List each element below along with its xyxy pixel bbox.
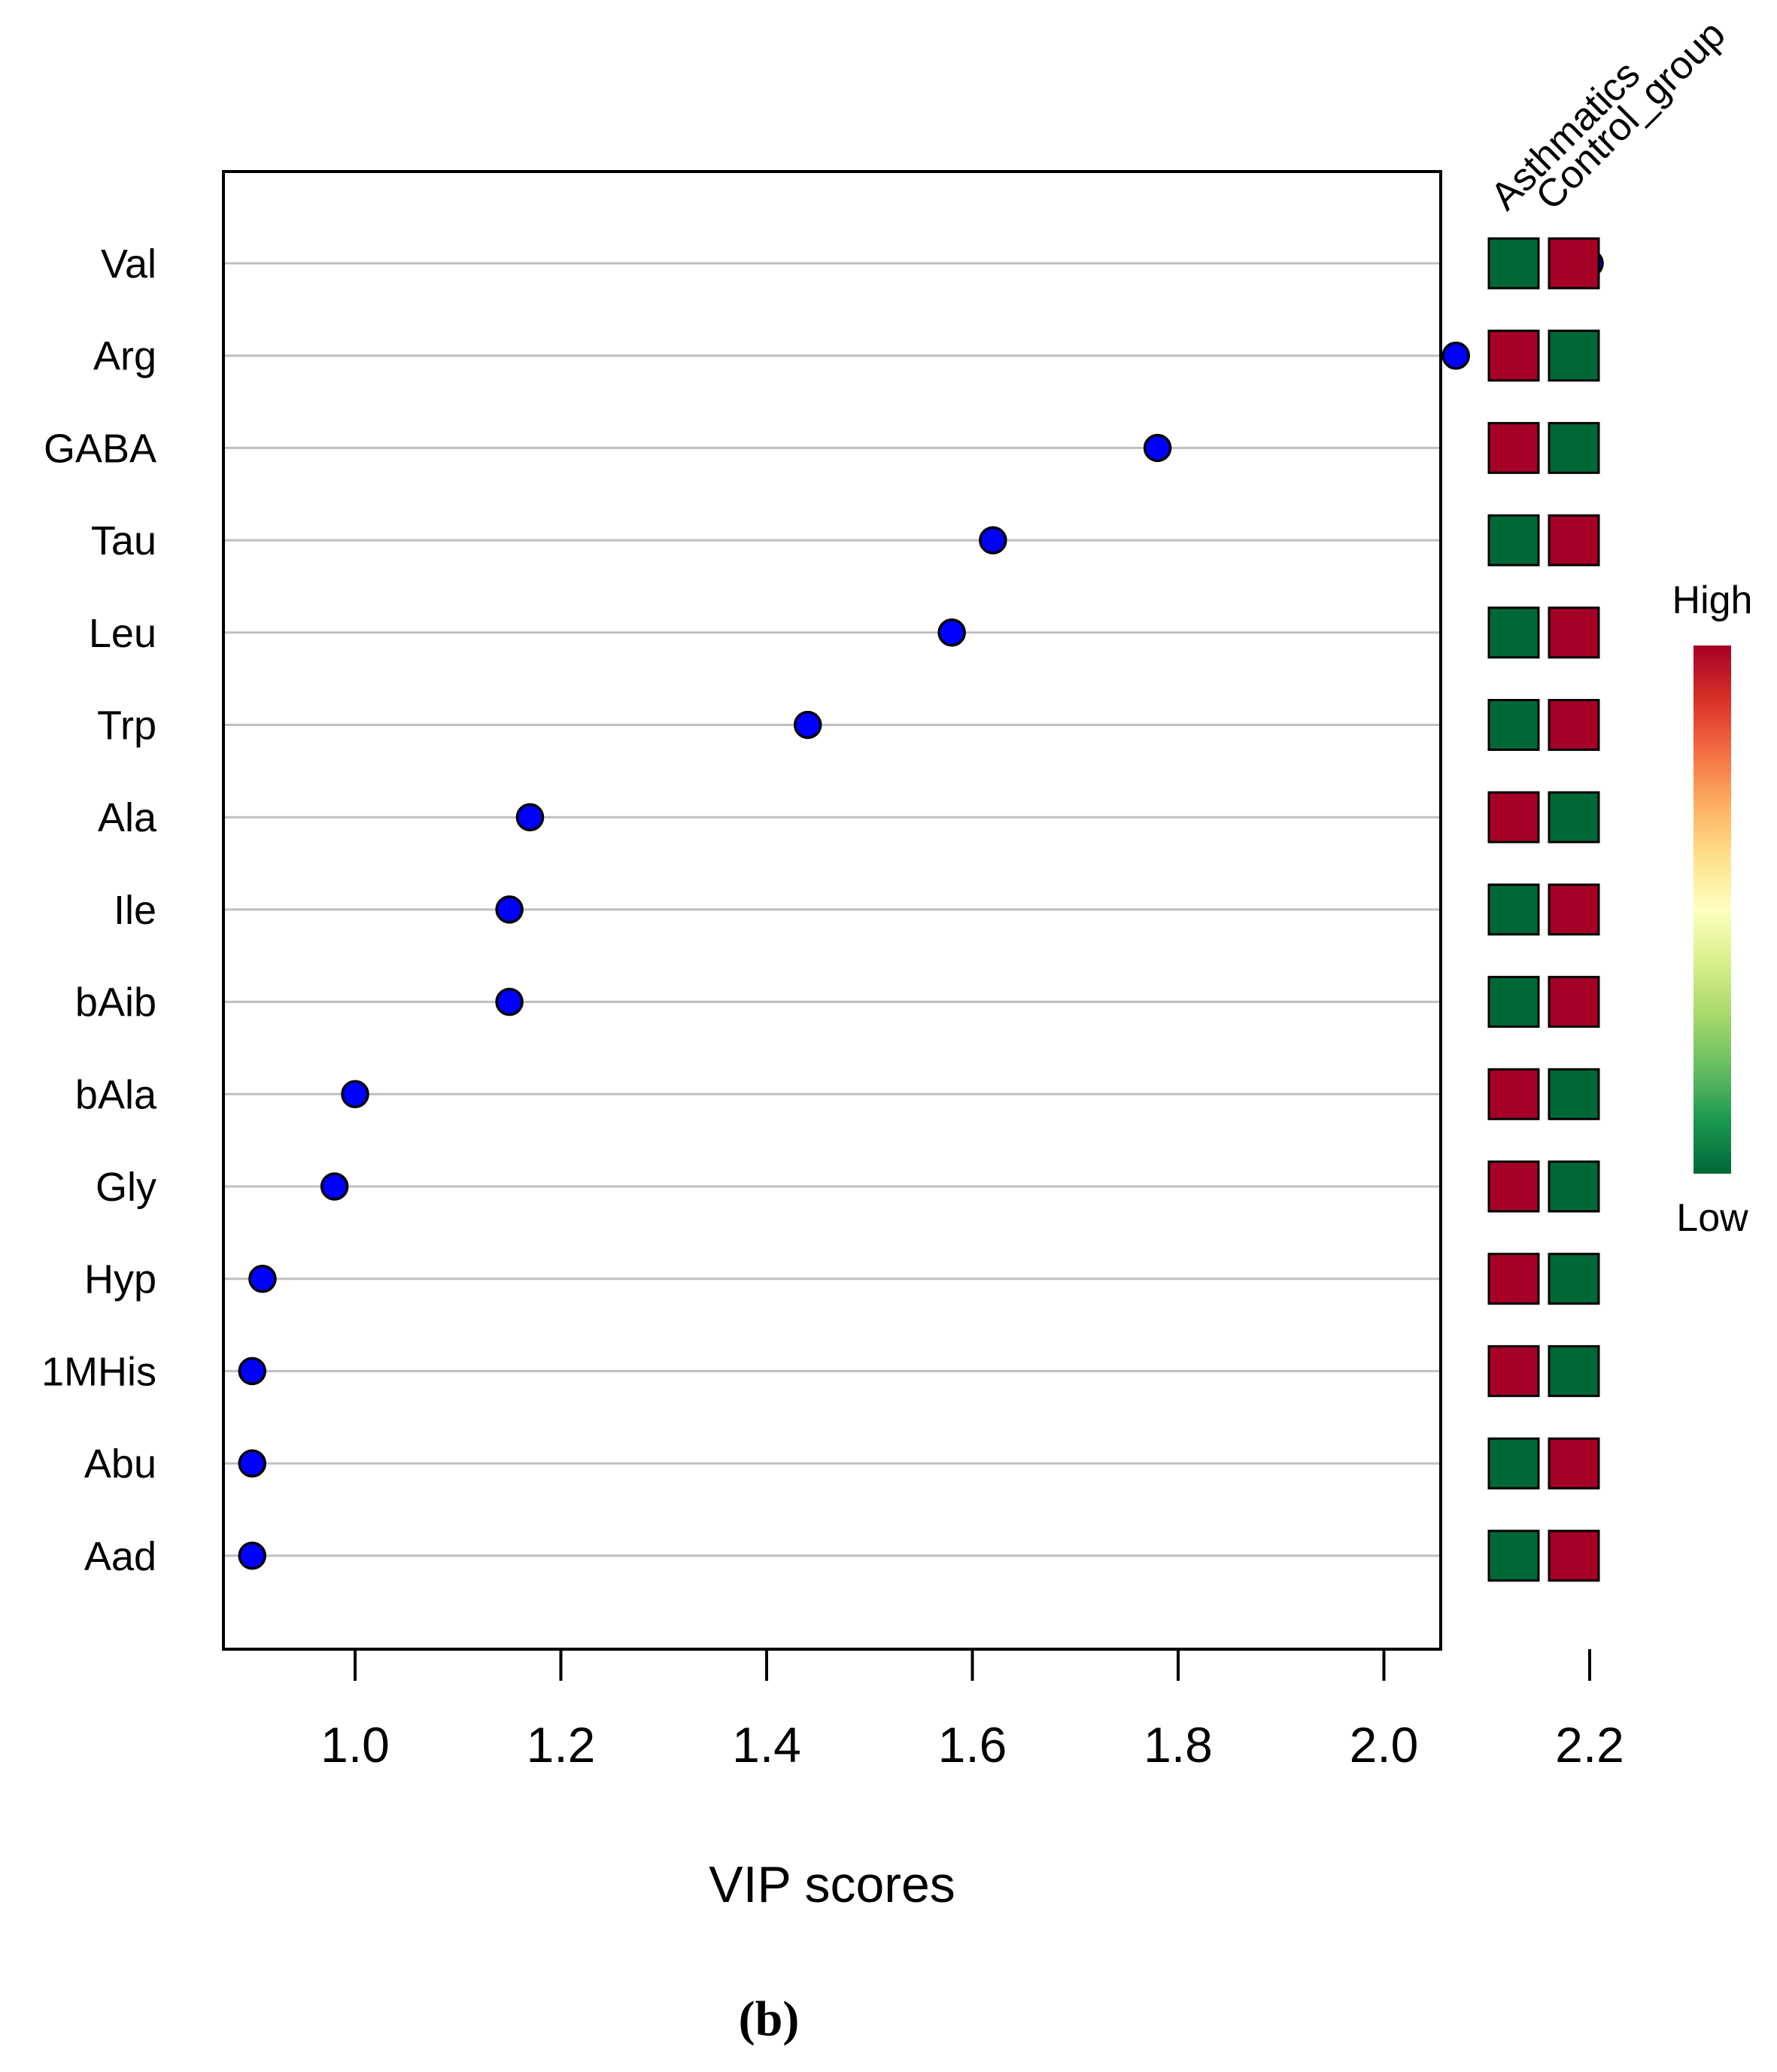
color-legend: High Low: [1672, 579, 1753, 1240]
x-tick-label: 1.4: [732, 1717, 801, 1773]
row-label: Ile: [114, 888, 156, 933]
row-label: Abu: [84, 1442, 156, 1487]
row-label: Leu: [89, 611, 156, 656]
heat-cell-asthmatics: [1487, 1068, 1540, 1120]
row-labels: Val Arg GABA Tau Leu Trp Ala Ile bAib bAla Gly Hyp 1…: [41, 242, 157, 1579]
x-axis-title: VIP scores: [709, 1856, 955, 1913]
x-tick-label: 1.8: [1144, 1717, 1213, 1773]
heat-cell-control: [1548, 699, 1600, 751]
vip-point-abu: [238, 1449, 266, 1478]
row-label: Trp: [97, 703, 156, 749]
heat-cell-control: [1548, 514, 1600, 567]
vip-point-hyp: [248, 1264, 277, 1293]
heat-cell-control: [1548, 791, 1600, 843]
heat-cell-asthmatics: [1487, 514, 1540, 567]
x-tick-label: 1.6: [938, 1717, 1007, 1773]
heat-cell-control: [1548, 976, 1600, 1028]
vip-point-arg: [1441, 341, 1470, 370]
heat-cell-asthmatics: [1487, 330, 1540, 382]
vip-point-bala: [341, 1080, 369, 1109]
heat-cell-control: [1548, 1437, 1600, 1490]
group-heatmap: [1487, 237, 1600, 1582]
row-label: Ala: [98, 795, 157, 840]
vip-point-ala: [515, 803, 545, 831]
legend-high-label: High: [1672, 579, 1753, 622]
vip-point-trp: [793, 710, 822, 740]
row-label: Aad: [84, 1534, 156, 1579]
vip-point-1mhis: [238, 1357, 266, 1386]
x-tick-label: 2.2: [1555, 1717, 1624, 1773]
vip-point-gly: [320, 1172, 349, 1201]
row-label: GABA: [44, 426, 156, 471]
heat-cell-control: [1548, 1253, 1600, 1305]
heat-cell-control: [1548, 237, 1600, 290]
grid-lines: [223, 262, 1441, 1557]
heat-cell-control: [1548, 421, 1600, 474]
x-tick-label: 2.0: [1350, 1717, 1419, 1773]
vip-point-leu: [937, 618, 966, 647]
heat-cell-asthmatics: [1487, 699, 1540, 751]
vip-point-aad: [238, 1542, 266, 1570]
heat-cell-asthmatics: [1487, 421, 1540, 474]
heat-cell-asthmatics: [1487, 1344, 1540, 1397]
vip-point-tau: [979, 526, 1007, 554]
heat-cell-control: [1548, 1344, 1600, 1397]
vip-point-gaba: [1143, 433, 1172, 463]
heat-cell-asthmatics: [1487, 237, 1540, 290]
vip-point-baib: [495, 987, 524, 1016]
row-label: 1MHis: [41, 1349, 156, 1394]
heat-cell-asthmatics: [1487, 606, 1540, 659]
legend-low-label: Low: [1676, 1196, 1748, 1240]
heat-cell-asthmatics: [1487, 1437, 1540, 1490]
heat-cell-asthmatics: [1487, 1530, 1540, 1582]
panel-label: (b): [739, 1991, 800, 2046]
legend-colorbar: [1693, 646, 1731, 1174]
row-label: bAla: [75, 1072, 157, 1117]
heat-cell-control: [1548, 330, 1600, 382]
row-label: Tau: [91, 518, 156, 564]
heat-cell-control: [1548, 1530, 1600, 1582]
x-tick-label: 1.0: [320, 1717, 390, 1773]
heat-cell-control: [1548, 883, 1600, 936]
heat-cell-asthmatics: [1487, 976, 1540, 1028]
row-label: bAib: [75, 980, 156, 1025]
heat-cell-asthmatics: [1487, 883, 1540, 936]
x-tick-label: 1.2: [527, 1717, 596, 1773]
vip-point-ile: [495, 895, 524, 924]
x-axis: 1.0 1.2 1.4 1.6 1.8 2.0 2.2: [320, 1649, 1624, 1773]
row-label: Gly: [96, 1165, 156, 1210]
plot-frame: [222, 170, 1442, 1651]
heat-cell-control: [1548, 606, 1600, 659]
group-labels: Asthmatics Control_group: [1482, 12, 1733, 218]
row-label: Hyp: [84, 1257, 156, 1302]
heat-cell-asthmatics: [1487, 1160, 1540, 1213]
row-label: Val: [101, 242, 156, 287]
heat-cell-control: [1548, 1068, 1600, 1120]
heat-cell-asthmatics: [1487, 791, 1540, 843]
heat-cell-asthmatics: [1487, 1253, 1540, 1305]
row-label: Arg: [93, 334, 156, 379]
heat-cell-control: [1548, 1160, 1600, 1213]
